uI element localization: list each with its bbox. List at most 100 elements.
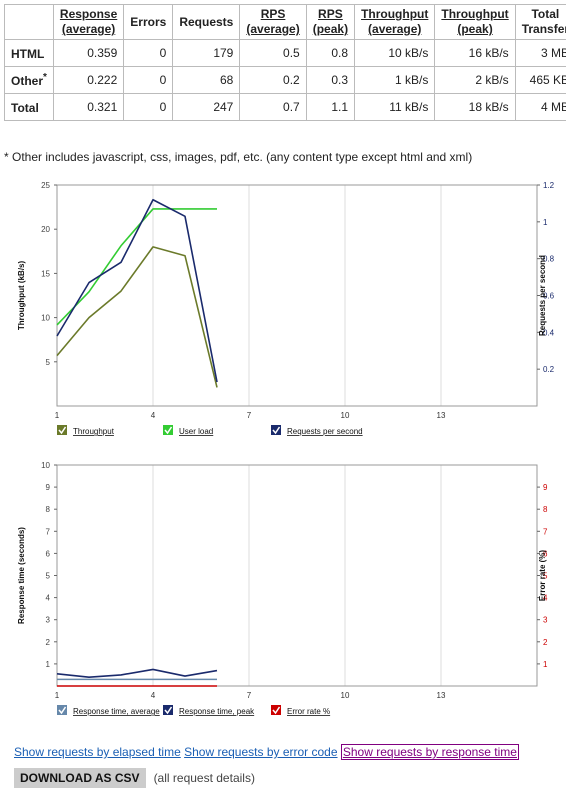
- y-tick-label: 3: [46, 616, 51, 625]
- header-throughput-peak[interactable]: Throughput (peak): [434, 4, 516, 40]
- y2-tick-label: 0.8: [543, 255, 555, 264]
- table-cell: 1 kB/s: [354, 66, 436, 94]
- footnote: * Other includes javascript, css, images…: [4, 150, 473, 164]
- y2-tick-label: 7: [543, 527, 548, 536]
- legend-label: Throughput: [73, 427, 115, 436]
- y-tick-label: 20: [41, 225, 50, 234]
- row-label: Other*: [4, 66, 54, 94]
- checkbox-icon: [164, 706, 173, 715]
- table-cell: 0: [123, 93, 174, 121]
- y2-tick-label: 0.6: [543, 292, 555, 301]
- table-cell: 16 kB/s: [434, 39, 516, 67]
- table-cell: 247: [172, 93, 241, 121]
- download-note: (all request details): [153, 771, 255, 785]
- table-cell: 0: [123, 39, 174, 67]
- table-cell: 0.3: [305, 66, 356, 94]
- x-tick-label: 1: [55, 411, 60, 420]
- y-tick-label: 2: [46, 638, 51, 647]
- series-line: [56, 198, 218, 383]
- link-elapsed-time[interactable]: Show requests by elapsed time: [14, 745, 181, 759]
- y2-tick-label: 3: [543, 616, 548, 625]
- legend-label: Error rate %: [287, 707, 330, 716]
- y2-tick-label: 0.4: [543, 328, 555, 337]
- y2-tick-label: 8: [543, 505, 548, 514]
- legend-swatch: [57, 705, 67, 715]
- x-tick-label: 10: [341, 411, 350, 420]
- table-cell: 0.8: [305, 39, 356, 67]
- y2-tick-label: 6: [543, 549, 548, 558]
- table-cell: 11 kB/s: [354, 93, 436, 121]
- x-tick-label: 7: [247, 691, 252, 700]
- row-label: Total: [4, 93, 54, 121]
- y2-tick-label: 4: [543, 594, 548, 603]
- table-cell: 0.321: [52, 93, 125, 121]
- x-tick-label: 4: [151, 411, 156, 420]
- link-error-code[interactable]: Show requests by error code: [184, 745, 338, 759]
- series-line: [56, 246, 218, 388]
- table-cell: 0: [123, 66, 174, 94]
- y-tick-label: 15: [41, 269, 50, 278]
- legend-label: User load: [179, 427, 213, 436]
- header-requests: Requests: [172, 4, 241, 40]
- table-row: Total 0.321 0 247 0.7 1.1 11 kB/s 18 kB/…: [4, 93, 566, 121]
- legend-swatch: [163, 705, 173, 715]
- header-rps-peak[interactable]: RPS (peak): [305, 4, 356, 40]
- legend-swatch: [163, 425, 173, 435]
- x-tick-label: 4: [151, 691, 156, 700]
- table-cell: 0.5: [239, 39, 307, 67]
- table-cell: 465 KB: [514, 66, 566, 94]
- header-response[interactable]: Response (average): [52, 4, 125, 40]
- y-tick-label: 1: [46, 660, 51, 669]
- series-line: [56, 668, 218, 678]
- x-tick-label: 13: [437, 691, 446, 700]
- throughput-chart: 1 4 7 10 13 5 10 15 20 25 0.2 0.4 0.6 0.8 1 1.2 Throughp…: [17, 181, 555, 436]
- table-cell: 0.2: [239, 66, 307, 94]
- download-area: DOWNLOAD AS CSV (all request details): [14, 768, 255, 788]
- y-tick-label: 5: [46, 358, 51, 367]
- checkbox-icon: [58, 426, 67, 435]
- header-empty: [4, 4, 54, 40]
- checkbox-icon: [272, 706, 281, 715]
- header-errors: Errors: [123, 4, 174, 40]
- y-tick-label: 10: [41, 314, 50, 323]
- checkbox-icon: [164, 426, 173, 435]
- table-cell: 18 kB/s: [434, 93, 516, 121]
- table-row: Other* 0.222 0 68 0.2 0.3 1 kB/s 2 kB/s …: [4, 66, 566, 94]
- summary-table: Response (average) Errors Requests RPS (av…: [4, 4, 566, 121]
- table-cell: 3 MB: [514, 39, 566, 67]
- table-cell: 68: [172, 66, 241, 94]
- checkbox-icon: [272, 426, 281, 435]
- y2-tick-label: 1: [543, 660, 548, 669]
- y2-axis-label: Requests per second: [538, 255, 547, 336]
- header-total-transfer: Total Transfer: [514, 4, 566, 40]
- header-rps-average[interactable]: RPS (average): [239, 4, 307, 40]
- table-row: HTML 0.359 0 179 0.5 0.8 10 kB/s 16 kB/s…: [4, 39, 566, 67]
- y-tick-label: 7: [46, 527, 51, 536]
- y2-axis-label: Error rate (%): [538, 550, 547, 601]
- x-tick-label: 10: [341, 691, 350, 700]
- header-throughput-average[interactable]: Throughput (average): [354, 4, 436, 40]
- table-cell: 179: [172, 39, 241, 67]
- y2-tick-label: 0.2: [543, 365, 555, 374]
- table-cell: 0.7: [239, 93, 307, 121]
- x-tick-label: 13: [437, 411, 446, 420]
- download-csv-button[interactable]: DOWNLOAD AS CSV: [14, 768, 146, 788]
- legend-swatch: [271, 705, 281, 715]
- series-line: [56, 208, 217, 326]
- x-tick-label: 7: [247, 411, 252, 420]
- y2-tick-label: 2: [543, 638, 548, 647]
- legend-label: Response time, average: [73, 707, 160, 716]
- y-tick-label: 10: [41, 461, 50, 470]
- y-tick-label: 6: [46, 549, 51, 558]
- y-tick-label: 9: [46, 483, 51, 492]
- link-response-time[interactable]: Show requests by response time: [340, 744, 519, 760]
- y-axis-label: Response time (seconds): [17, 527, 26, 624]
- y2-tick-label: 1: [543, 218, 548, 227]
- row-label: HTML: [4, 39, 54, 67]
- table-cell: 4 MB: [514, 93, 566, 121]
- legend-swatch: [57, 425, 67, 435]
- table-cell: 0.222: [52, 66, 125, 94]
- y-axis-label: Throughput (kB/s): [17, 261, 26, 331]
- y2-tick-label: 5: [543, 572, 548, 581]
- table-cell: 1.1: [305, 93, 356, 121]
